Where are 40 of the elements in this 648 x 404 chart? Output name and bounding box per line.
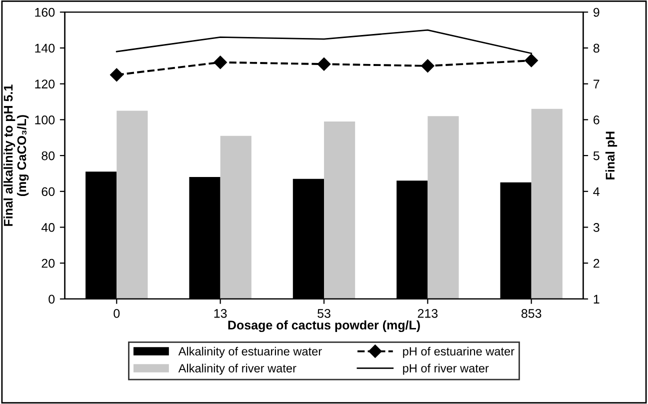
y-tick-label: 120 <box>35 80 55 88</box>
y2-tick-label: 7 <box>594 80 600 88</box>
x-tick-label: 53 <box>318 309 330 318</box>
y-tick-label: 60 <box>42 187 55 196</box>
y-axis-title: Final alkalinity to pH 5.1 (mg CaCO₃/L) <box>4 84 29 226</box>
bar <box>531 108 562 299</box>
y-tick-label: 40 <box>41 223 55 232</box>
y2-tick-label: 3 <box>593 223 600 232</box>
y2-tick-label: 9 <box>594 8 600 17</box>
y2-tick-label: 4 <box>593 187 600 196</box>
y-tick-label: 80 <box>42 151 55 160</box>
point <box>214 56 227 69</box>
x-axis-title: Dosage of cactus powder (mg/L) <box>228 320 420 332</box>
bar <box>428 116 459 299</box>
x-tick-label: 213 <box>418 309 438 318</box>
legend-label: pH of estuarine water <box>403 346 514 358</box>
legend-label: Alkalinity of river water <box>178 364 296 375</box>
x-tick-label: 13 <box>214 309 227 318</box>
y2-tick-label: 2 <box>594 258 600 268</box>
y-tick-label: 20 <box>42 258 55 268</box>
legend-label: Alkalinity of estuarine water <box>178 346 322 358</box>
y2-axis-title: Final pH <box>605 132 618 180</box>
bar <box>220 136 252 299</box>
x-tick-label: 853 <box>521 309 542 318</box>
legend-label: pH of river water <box>403 364 489 375</box>
y2-tick-label: 6 <box>594 115 600 124</box>
y2-tick-label: 8 <box>593 44 600 53</box>
y2-tick-label: 1 <box>594 294 600 304</box>
point <box>524 54 538 68</box>
y-tick-label: 0 <box>48 294 55 304</box>
point <box>317 58 331 71</box>
y-tick-label: 140 <box>35 44 55 53</box>
point <box>110 68 124 82</box>
point <box>421 59 434 72</box>
y2-tick-label: 5 <box>593 151 600 160</box>
y-tick-label: 160 <box>35 8 55 17</box>
y-tick-label: 100 <box>35 115 55 124</box>
bar <box>324 121 356 299</box>
bar <box>116 110 148 299</box>
x-tick-label: 0 <box>114 309 120 318</box>
